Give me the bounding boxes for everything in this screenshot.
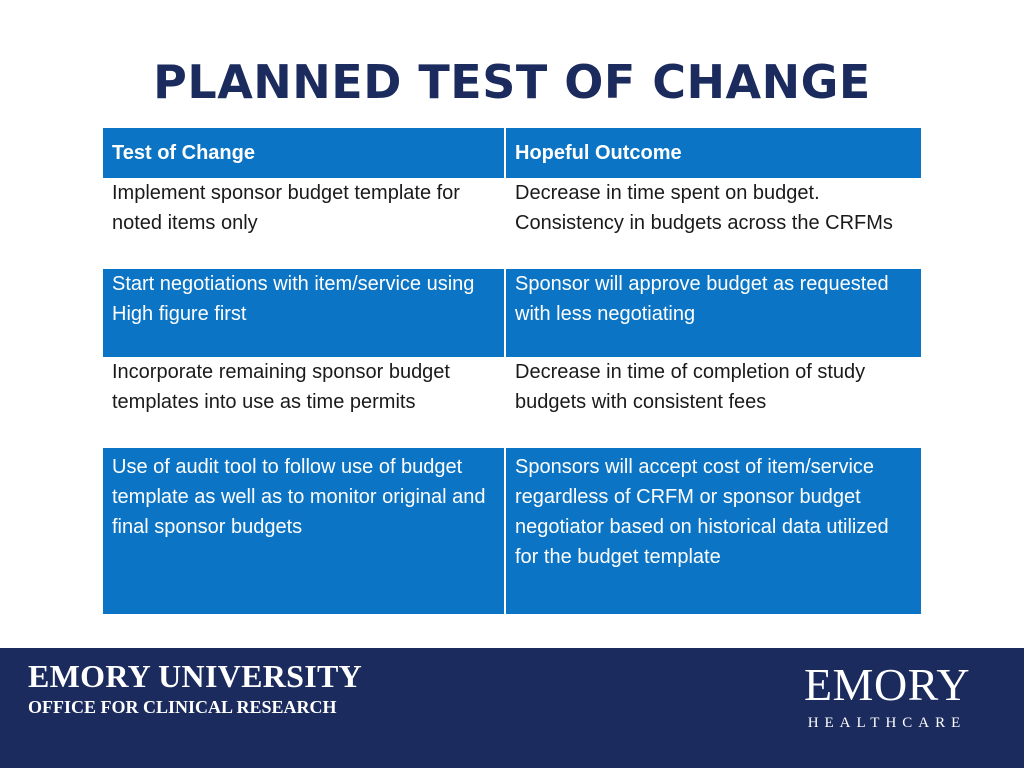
table-header-row: Test of Change Hopeful Outcome (103, 128, 921, 178)
table-row: Use of audit tool to follow use of budge… (103, 448, 921, 614)
logo-wordmark: EMORY (803, 659, 971, 710)
test-cell: Incorporate remaining sponsor budget tem… (103, 357, 505, 448)
test-cell: Start negotiations with item/service usi… (103, 269, 505, 357)
outcome-cell: Decrease in time spent on budget. Consis… (504, 178, 921, 269)
outcome-cell: Sponsor will approve budget as requested… (504, 269, 921, 357)
outcome-cell: Sponsors will accept cost of item/servic… (504, 448, 921, 614)
header-hopeful-outcome: Hopeful Outcome (504, 128, 921, 178)
table-row: Incorporate remaining sponsor budget tem… (103, 357, 921, 448)
logo-subtitle: HEALTHCARE (807, 715, 967, 731)
test-cell: Use of audit tool to follow use of budge… (103, 448, 505, 614)
test-cell: Implement sponsor budget template for no… (103, 178, 505, 269)
organization-name: EMORY UNIVERSITY (28, 658, 363, 694)
page-title: PLANNED TEST OF CHANGE (153, 55, 871, 109)
header-test-of-change: Test of Change (103, 128, 505, 178)
test-of-change-table: Test of Change Hopeful Outcome Implement… (103, 128, 921, 614)
table-row: Implement sponsor budget template for no… (103, 178, 921, 269)
table-row: Start negotiations with item/service usi… (103, 269, 921, 357)
outcome-cell: Decrease in time of completion of study … (504, 357, 921, 448)
footer-bar: EMORY UNIVERSITY OFFICE FOR CLINICAL RES… (0, 648, 1024, 768)
department-name: OFFICE FOR CLINICAL RESEARCH (28, 697, 337, 717)
emory-healthcare-logo: EMORY HEALTHCARE (802, 662, 972, 734)
